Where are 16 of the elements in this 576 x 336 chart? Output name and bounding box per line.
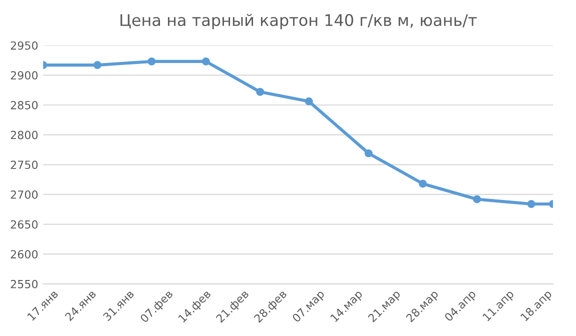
- point: [202, 57, 210, 66]
- point: [418, 180, 427, 188]
- y-tick-label: 2750: [10, 160, 38, 170]
- y-tick-label: 2950: [10, 41, 38, 50]
- y-tick-label: 2850: [10, 100, 38, 110]
- y-tick-label: 2600: [10, 250, 38, 258]
- y-tick-label: 2800: [10, 130, 38, 140]
- y-tick-label: 2550: [10, 280, 38, 288]
- point: [364, 149, 373, 158]
- point: [93, 61, 102, 70]
- chart-title: Цена на тарный картон 140 г/кв м, юань/т: [120, 14, 477, 30]
- point: [473, 195, 482, 204]
- y-tick-label: 2700: [10, 190, 38, 199]
- y-tick-label: 2650: [10, 220, 38, 229]
- y-tick-label: 2900: [10, 71, 38, 80]
- point: [148, 57, 156, 66]
